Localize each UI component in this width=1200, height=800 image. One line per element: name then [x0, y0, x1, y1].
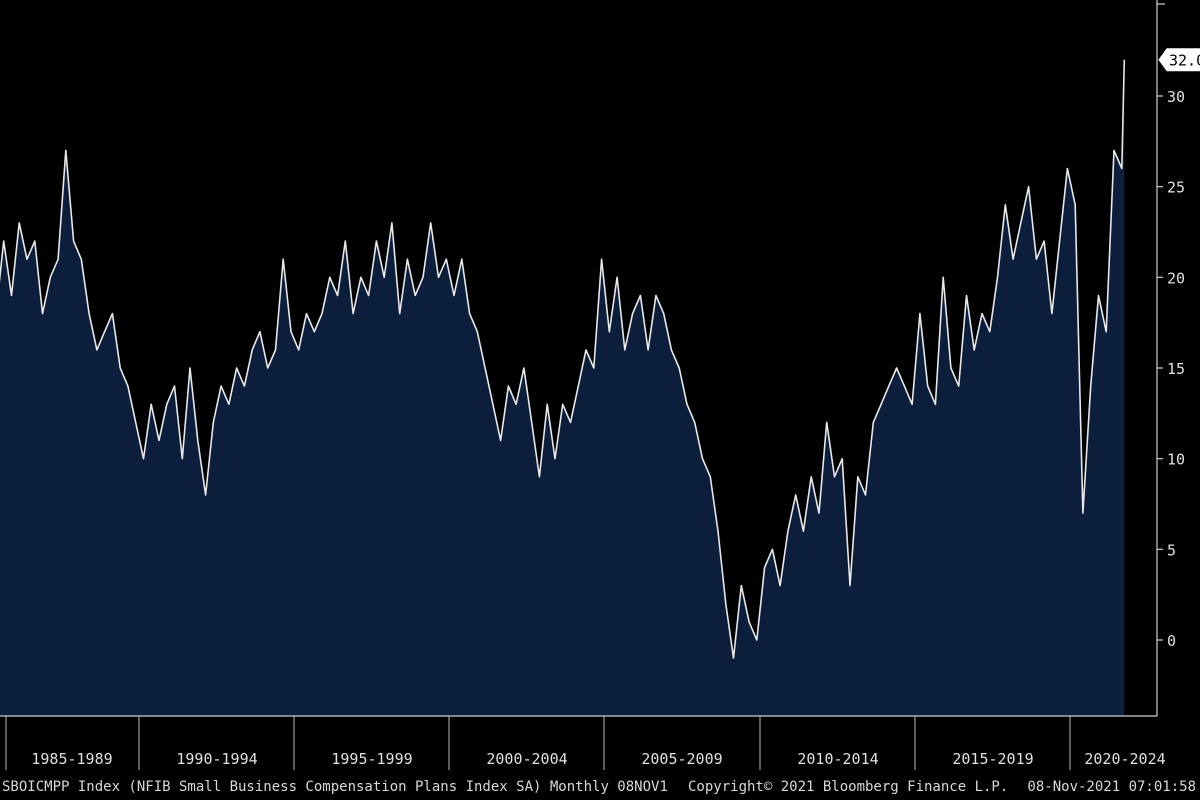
y-tick-label: 0 — [1167, 632, 1176, 650]
x-period-label: 1985-1989 — [31, 750, 112, 768]
y-tick-label: 30 — [1167, 88, 1185, 106]
plot-area — [0, 59, 1126, 716]
x-axis: 1985-1989 1990-1994 1995-1999 2000-2004 2005… — [0, 715, 1166, 770]
x-period-label: 2015-2019 — [952, 750, 1033, 768]
last-value-flag — [1158, 48, 1200, 72]
chart-svg: 0 5 10 15 20 25 30 32.0 1985-1989 1990-1994 1995-… — [0, 0, 1200, 770]
series-area-fill — [0, 59, 1125, 716]
footer-copyright: Copyright© 2021 Bloomberg Finance L.P. — [688, 779, 1009, 795]
last-value-label: 32.0 — [1169, 52, 1200, 70]
x-period-label: 2010-2014 — [797, 750, 878, 768]
series-line — [0, 59, 1126, 659]
footer-timestamp: 08-Nov-2021 07:01:58 — [1027, 779, 1196, 795]
x-period-label: 1995-1999 — [331, 750, 412, 768]
y-tick-label: 20 — [1167, 269, 1185, 287]
y-tick-label: 10 — [1167, 451, 1185, 469]
footer-bar: SBOICMPP Index (NFIB Small Business Comp… — [0, 774, 1200, 800]
footer-ticker-description: SBOICMPP Index (NFIB Small Business Comp… — [2, 779, 668, 795]
x-period-label: 1990-1994 — [176, 750, 257, 768]
y-tick-label: 15 — [1167, 360, 1185, 378]
y-axis: 0 5 10 15 20 25 30 32.0 — [1156, 0, 1200, 716]
x-period-label: 2005-2009 — [641, 750, 722, 768]
y-tick-label: 25 — [1167, 179, 1185, 197]
x-period-label: 2020-2024 — [1084, 750, 1165, 768]
y-tick-label: 5 — [1167, 541, 1176, 559]
x-period-label: 2000-2004 — [486, 750, 567, 768]
